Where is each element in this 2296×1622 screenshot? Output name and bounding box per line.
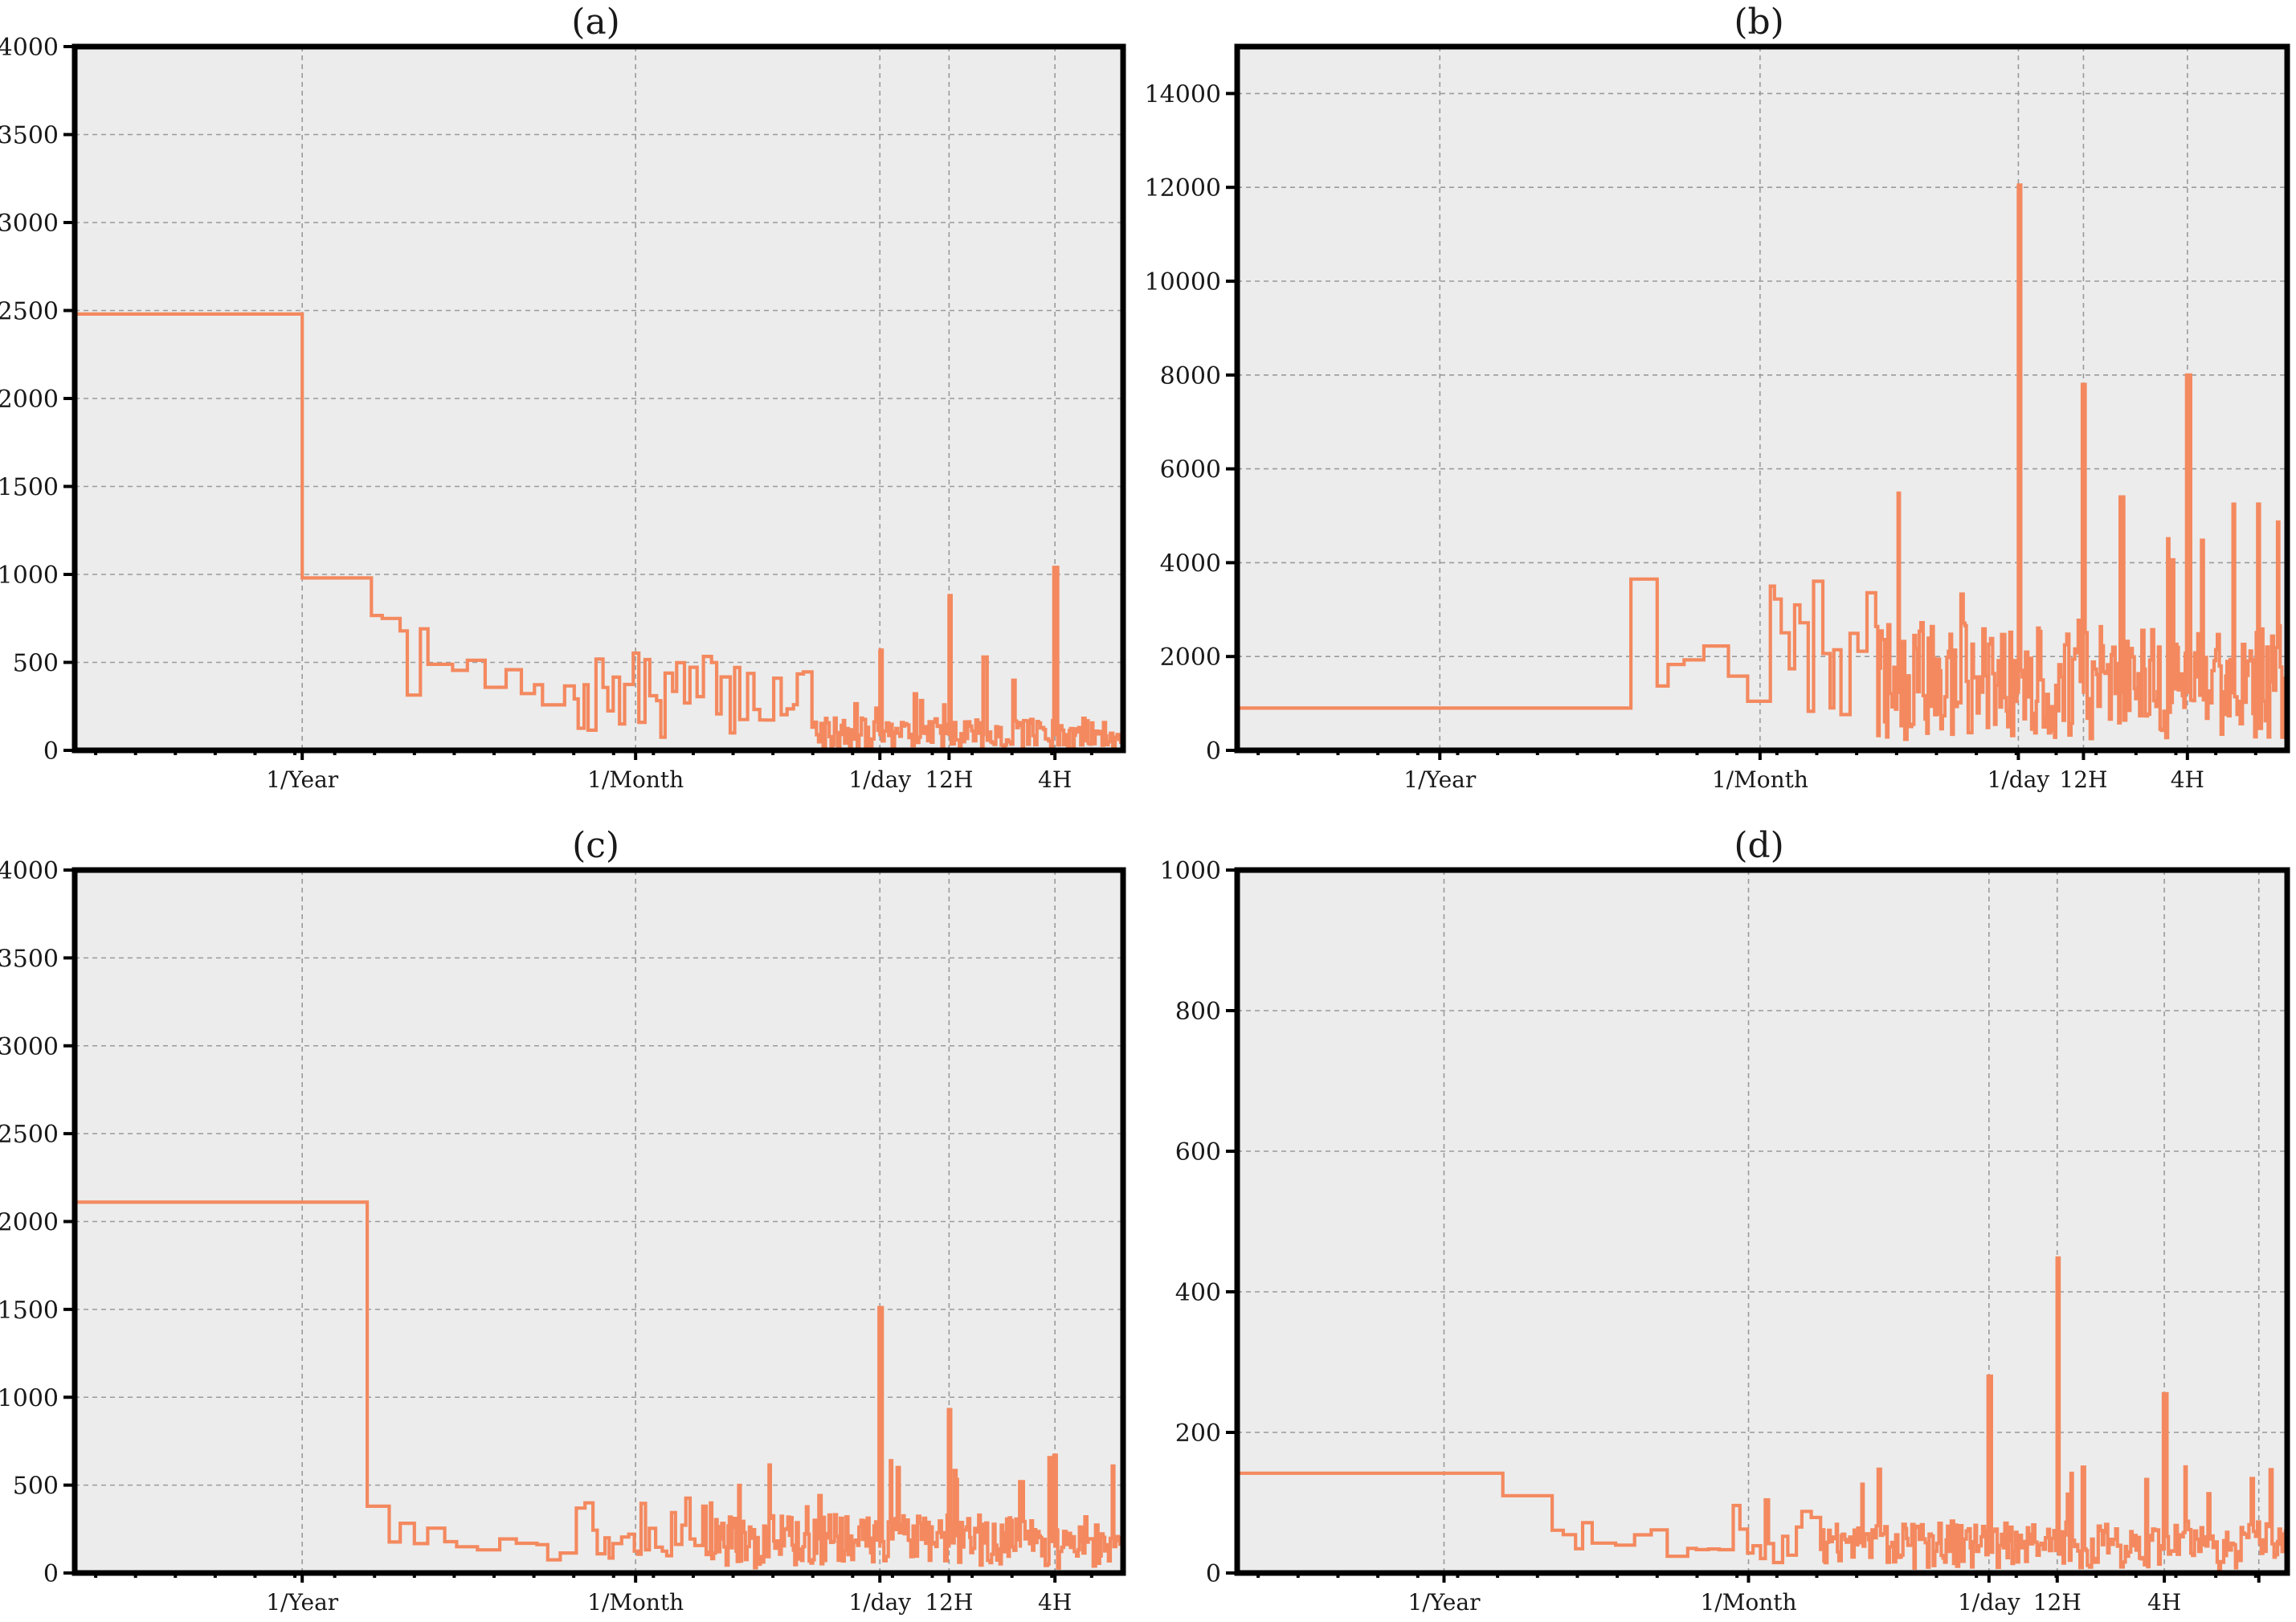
y-tick-label: 1500 (0, 474, 59, 502)
y-tick-label: 14000 (1145, 80, 1221, 108)
y-tick-label: 4000 (0, 857, 59, 885)
x-tick-label: 4H (2171, 766, 2204, 793)
y-tick-label: 500 (13, 1473, 59, 1501)
y-tick-label: 2000 (0, 386, 59, 414)
x-tick-label: 4H (1038, 766, 1072, 793)
y-tick-label: 400 (1175, 1279, 1221, 1307)
axes-frame (71, 43, 1126, 754)
y-tick-label: 8000 (1160, 362, 1221, 390)
x-tick-label: 12H (925, 766, 973, 793)
spectrum-line (1237, 183, 2289, 742)
y-tick-label: 800 (1175, 998, 1221, 1026)
y-tick-label: 0 (43, 737, 59, 766)
x-tick-label: 1/Year (266, 1589, 339, 1616)
plot-area (1237, 47, 2287, 750)
panel-d: (d) 0 200 400 600 800 1000 1/Year 1/Month 1/day 12… (1160, 825, 2290, 1616)
y-tick-label: 2000 (1160, 643, 1221, 672)
y-tick-label: 3000 (0, 210, 59, 238)
panel-title: (c) (572, 825, 619, 866)
axes-frame (71, 867, 1126, 1576)
axes-frame (1234, 43, 2290, 754)
y-tick-label: 0 (1206, 1560, 1221, 1588)
y-tick-label: 3500 (0, 122, 59, 150)
panel-b: (b) 0 2000 4000 6000 8000 10000 12000 14000 1/Yea… (1145, 2, 2290, 793)
x-tick-label: 1/day (1958, 1589, 2020, 1616)
x-tick-label: 12H (2059, 766, 2107, 793)
y-tick-label: 1000 (0, 1384, 59, 1412)
y-tick-label: 2500 (0, 1121, 59, 1149)
spectrum-line (1237, 1256, 2287, 1571)
panel-a: (a) 0 500 1000 1500 2000 2500 3000 3500 4000 1/Yea… (0, 2, 1126, 793)
y-tick-label: 200 (1175, 1420, 1221, 1448)
y-tick-label: 2500 (0, 298, 59, 326)
axes-frame (1234, 867, 2290, 1576)
x-tick-label: 1/Year (1403, 766, 1477, 793)
y-tick-label: 0 (43, 1560, 59, 1588)
y-tick-label: 0 (1206, 737, 1221, 766)
x-tick-label: 1/Month (1712, 766, 1808, 793)
y-tick-label: 2000 (0, 1209, 59, 1237)
x-tick-label: 12H (925, 1589, 973, 1616)
y-tick-label: 1500 (0, 1297, 59, 1325)
panel-title: (a) (571, 2, 620, 43)
x-tick-label: 4H (1038, 1589, 1072, 1616)
y-tick-label: 4000 (0, 34, 59, 62)
y-tick-label: 600 (1175, 1138, 1221, 1166)
x-tick-label: 12H (2033, 1589, 2082, 1616)
x-tick-label: 1/day (848, 1589, 911, 1616)
panel-c: (c) 0 500 1000 1500 2000 2500 3000 3500 4000 1/Yea… (0, 825, 1126, 1616)
x-tick-label: 4H (2147, 1589, 2181, 1616)
x-tick-label: 1/Year (266, 766, 339, 793)
x-tick-label: 1/day (1988, 766, 2050, 793)
y-tick-label: 6000 (1160, 456, 1221, 484)
plot-area (1237, 870, 2287, 1573)
y-tick-label: 500 (13, 650, 59, 678)
x-tick-label: 1/day (848, 766, 911, 793)
panel-title: (b) (1734, 2, 1784, 43)
spectrum-line (75, 1200, 1124, 1570)
y-tick-label: 12000 (1145, 174, 1221, 202)
y-tick-label: 3000 (0, 1033, 59, 1061)
y-tick-label: 1000 (1160, 857, 1221, 885)
x-tick-label: 1/Year (1408, 1589, 1481, 1616)
x-tick-label: 1/Month (1700, 1589, 1796, 1616)
y-tick-label: 1000 (0, 562, 59, 590)
y-tick-label: 10000 (1145, 268, 1221, 296)
y-tick-label: 4000 (1160, 550, 1221, 578)
y-tick-label: 3500 (0, 945, 59, 973)
x-tick-label: 1/Month (587, 766, 684, 793)
panel-title: (d) (1734, 825, 1784, 866)
x-tick-label: 1/Month (587, 1589, 684, 1616)
